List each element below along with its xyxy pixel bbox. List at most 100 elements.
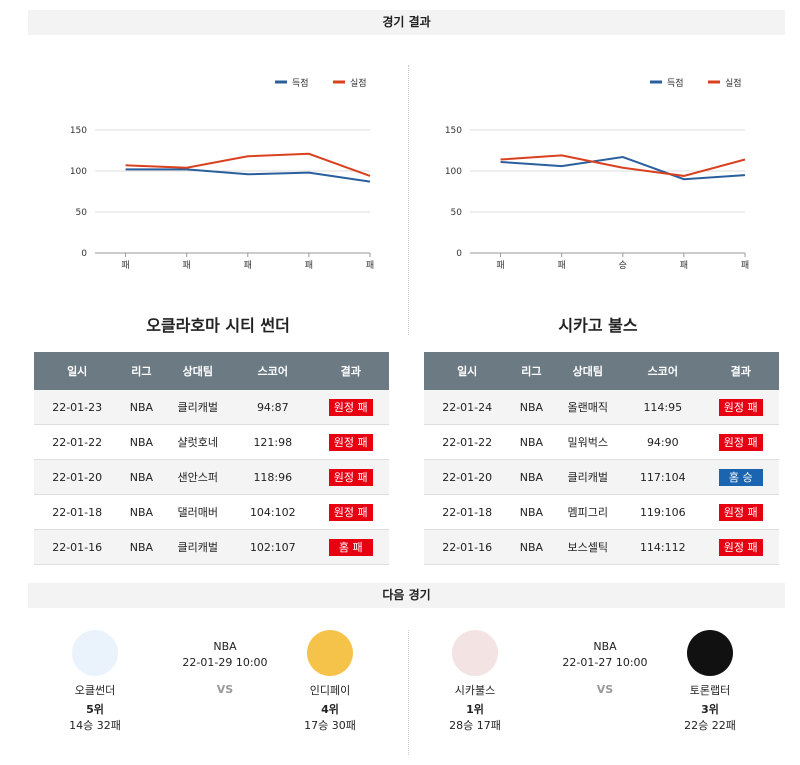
x-tick-label: 패	[558, 260, 566, 271]
x-tick-label: 패	[680, 260, 688, 271]
x-tick-label: 패	[741, 260, 749, 271]
team: 오클썬더 5위 14승 32패	[55, 620, 135, 733]
team: 인디페이 4위 17승 30패	[290, 620, 370, 733]
row: 22-01-23 NBA 클리캐벌 94:87 원정 패	[34, 390, 389, 425]
team-rank: 1위	[466, 703, 484, 716]
opponent-cell: 멤피그리	[552, 494, 624, 530]
x-tick-label: 패	[244, 260, 252, 271]
row: 22-01-16 NBA 클리캐벌 102:107 홈 패	[34, 529, 389, 565]
header-cell: 스코어	[233, 352, 313, 390]
row: 22-01-20 NBA 클리캐벌 117:104 홈 승	[424, 459, 779, 495]
header-cell: 결과	[702, 352, 779, 390]
team-name: 오클썬더	[74, 684, 116, 697]
league-cell: NBA	[120, 529, 163, 565]
date-cell: 22-01-20	[424, 459, 511, 495]
vs: VS	[596, 683, 614, 696]
header-row: 일시 리그 상대팀 스코어 결과	[424, 352, 779, 390]
team-rank: 5위	[86, 703, 104, 716]
header-cell: 리그	[120, 352, 163, 390]
score-cell: 119:106	[623, 494, 703, 530]
team-logo	[307, 630, 353, 676]
header-cell: 스코어	[623, 352, 703, 390]
date-cell: 22-01-23	[34, 390, 121, 425]
opponent-cell: 클리캐벌	[162, 529, 234, 565]
line	[125, 168, 371, 183]
date-cell: 22-01-18	[424, 494, 511, 530]
separator	[408, 65, 409, 335]
result-badge: 홈 패	[328, 538, 373, 556]
score-cell: 121:98	[233, 424, 313, 460]
team-record: 17승 30패	[304, 719, 356, 732]
league-cell: NBA	[510, 390, 553, 425]
score-cell: 104:102	[233, 494, 313, 530]
result-badge: 원정 패	[328, 398, 373, 416]
result-cell: 원정 패	[702, 424, 779, 460]
legend-label: 실점	[350, 77, 367, 89]
league-cell: NBA	[120, 424, 163, 460]
result-cell: 홈 승	[702, 459, 779, 495]
x-tick-label: 패	[496, 260, 504, 271]
score-cell: 117:104	[623, 459, 703, 495]
section-header: 다음 경기	[28, 583, 785, 608]
result-badge: 원정 패	[718, 433, 763, 451]
separator	[408, 630, 409, 755]
team-logo	[452, 630, 498, 676]
team-name: 인디페이	[309, 684, 351, 697]
y-tick-label: 50	[451, 208, 463, 218]
row: 22-01-24 NBA 올랜매직 114:95 원정 패	[424, 390, 779, 425]
result-badge: 원정 패	[718, 398, 763, 416]
chart: 0 50 100 150 패 패 승 패 패 득점 실점	[445, 77, 749, 271]
x-tick-label: 패	[305, 260, 313, 271]
league-cell: NBA	[120, 494, 163, 530]
chart: 0 50 100 150 패 패 패 패 패 득점 실점	[70, 77, 374, 271]
league-cell: NBA	[510, 494, 553, 530]
team-title: 시카고 불스	[558, 316, 638, 335]
team-rank: 4위	[321, 703, 339, 716]
line	[500, 156, 746, 181]
result-badge: 원정 패	[718, 538, 763, 556]
opponent-cell: 올랜매직	[552, 390, 624, 425]
team-logo	[72, 630, 118, 676]
x-tick-label: 패	[366, 260, 374, 271]
result-cell: 원정 패	[312, 494, 389, 530]
x-tick-label: 승	[619, 260, 627, 271]
result-cell: 원정 패	[312, 424, 389, 460]
league-cell: NBA	[510, 529, 553, 565]
score-cell: 118:96	[233, 459, 313, 495]
date-cell: 22-01-16	[34, 529, 121, 565]
results-table: 일시 리그 상대팀 스코어 결과 22-01-23 NBA 클리캐벌 94:87 원정 패 22-0…	[34, 352, 389, 565]
line	[500, 154, 746, 177]
result-cell: 원정 패	[702, 494, 779, 530]
header-cell: 상대팀	[552, 352, 624, 390]
league-cell: NBA	[120, 459, 163, 495]
team: 토론랩터 3위 22승 22패	[670, 620, 750, 733]
header-cell: 일시	[34, 352, 121, 390]
opponent-cell: 밀워벅스	[552, 424, 624, 460]
header-cell: 상대팀	[162, 352, 234, 390]
row: 22-01-18 NBA 멤피그리 119:106 원정 패	[424, 494, 779, 530]
legend-label: 득점	[667, 77, 684, 89]
date-cell: 22-01-20	[34, 459, 121, 495]
vs: VS	[216, 683, 234, 696]
team-rank: 3위	[701, 703, 719, 716]
header-row: 일시 리그 상대팀 스코어 결과	[34, 352, 389, 390]
league: NBA	[213, 640, 237, 653]
team: 시카불스 1위 28승 17패	[435, 620, 515, 733]
date-cell: 22-01-24	[424, 390, 511, 425]
match-info: NBA 22-01-29 10:00 VS	[155, 640, 295, 696]
date-cell: 22-01-16	[424, 529, 511, 565]
opponent-cell: 샌안스퍼	[162, 459, 234, 495]
game: 오클썬더 5위 14승 32패 인디페이 4위 17승 30패 NBA 22-01-29 10…	[55, 630, 395, 755]
datetime: 22-01-29 10:00	[182, 656, 268, 669]
y-tick-label: 150	[445, 126, 462, 136]
team-title: 오클라호마 시티 썬더	[146, 316, 290, 335]
game: 시카불스 1위 28승 17패 토론랩터 3위 22승 22패 NBA 22-01-27 10…	[435, 630, 775, 755]
date-cell: 22-01-22	[424, 424, 511, 460]
team-record: 14승 32패	[69, 719, 121, 732]
opponent-cell: 댈러매버	[162, 494, 234, 530]
y-tick-label: 150	[70, 126, 87, 136]
opponent-cell: 샬럿호네	[162, 424, 234, 460]
result-badge: 원정 패	[328, 503, 373, 521]
result-cell: 원정 패	[702, 390, 779, 425]
